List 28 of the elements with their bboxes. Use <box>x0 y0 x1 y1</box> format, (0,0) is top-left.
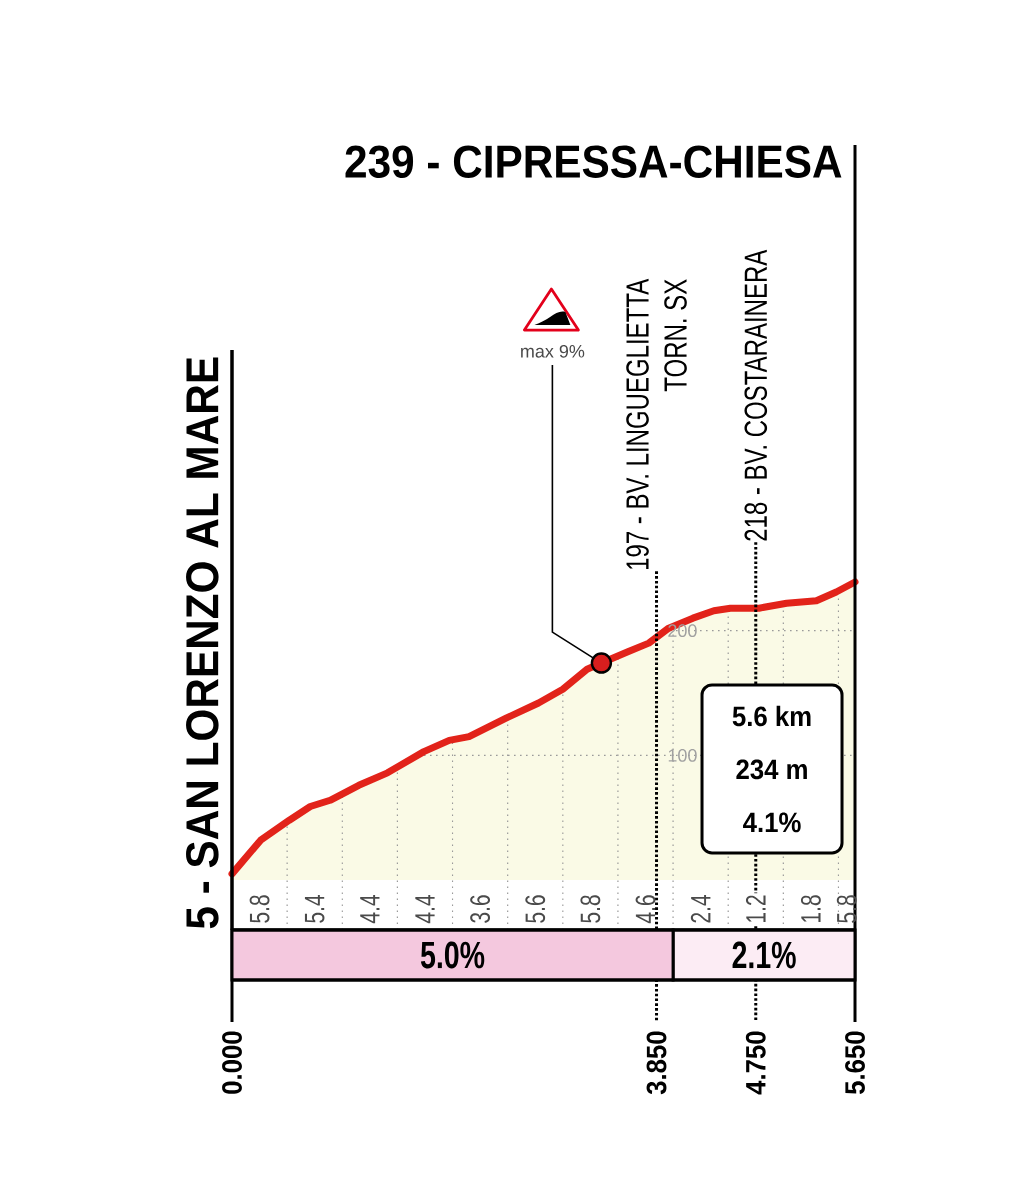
ref-line-label: 218 - BV. COSTARAINERA <box>744 249 768 541</box>
annotation: 5.8 <box>836 895 857 923</box>
annotation: 4.4 <box>360 895 380 924</box>
annotation: 1.2 <box>745 895 766 922</box>
x-tick-label: 4.750 <box>745 1031 766 1095</box>
annotation: 4.6 <box>635 895 656 924</box>
annotation: 3.6 <box>470 895 491 923</box>
annotation: 5.6 <box>525 895 546 923</box>
series-label: 2.1% <box>732 941 796 969</box>
x-tick-label: 0.000 <box>222 1031 242 1094</box>
annotation: 5.8 <box>249 895 270 923</box>
ref-line-label: 197 - BV. LINGUEGLIETTA TORN. SX <box>626 278 687 570</box>
annotation: 234 m <box>736 759 807 780</box>
y-tick-label: 200 <box>668 624 697 638</box>
ref-line-label: 239 - CIPRESSA-CHIESA <box>345 145 842 179</box>
annotation: 4.1% <box>743 812 801 833</box>
annotation: 5.6 km <box>732 705 811 727</box>
x-tick-label: 3.850 <box>646 1031 667 1095</box>
ref-line-label: 5 - SAN LORENZO AL MARE <box>186 357 219 929</box>
x-tick-label: 5.650 <box>845 1031 865 1095</box>
annotation: 4.4 <box>415 895 435 924</box>
y-tick-label: 100 <box>668 748 697 762</box>
annotation: 1.8 <box>800 895 821 922</box>
series-label: 5.0% <box>420 941 485 969</box>
annotation: max 9% <box>521 344 585 358</box>
annotation: 5.4 <box>304 895 325 923</box>
annotation: 5.8 <box>580 895 601 923</box>
annotation: 2.4 <box>690 895 711 923</box>
